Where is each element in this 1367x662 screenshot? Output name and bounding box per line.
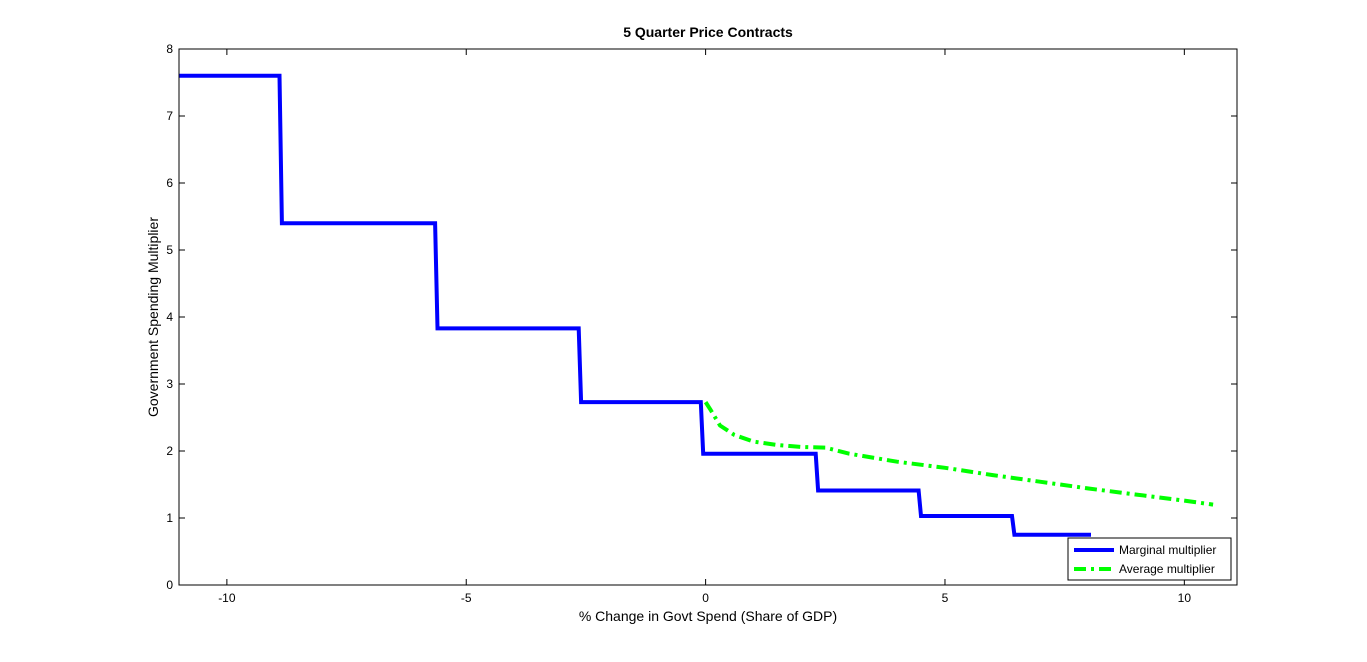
x-tick-label: 10 bbox=[1178, 591, 1192, 605]
chart-title: 5 Quarter Price Contracts bbox=[623, 24, 793, 40]
y-axis-label: Government Spending Multiplier bbox=[145, 217, 161, 417]
x-tick-label: 5 bbox=[942, 591, 949, 605]
y-tick-label: 2 bbox=[166, 444, 173, 458]
y-tick-label: 1 bbox=[166, 511, 173, 525]
y-tick-label: 4 bbox=[166, 310, 173, 324]
series-line-marginal bbox=[179, 73, 1091, 537]
plot-area bbox=[179, 49, 1237, 585]
x-axis-label: % Change in Govt Spend (Share of GDP) bbox=[579, 608, 837, 624]
x-tick-label: 0 bbox=[702, 591, 709, 605]
y-tick-label: 5 bbox=[166, 243, 173, 257]
y-tick-label: 0 bbox=[166, 578, 173, 592]
y-tick-label: 6 bbox=[166, 176, 173, 190]
y-tick-label: 7 bbox=[166, 109, 173, 123]
y-tick-label: 8 bbox=[166, 42, 173, 56]
series-layer bbox=[179, 73, 1214, 537]
y-tick-label: 3 bbox=[166, 377, 173, 391]
legend-label-marginal: Marginal multiplier bbox=[1119, 543, 1216, 557]
series-line-average bbox=[703, 401, 1214, 507]
legend: Marginal multiplier Average multiplier bbox=[1067, 537, 1232, 581]
legend-label-average: Average multiplier bbox=[1119, 562, 1215, 576]
legend-box bbox=[1067, 537, 1232, 581]
ticks-layer: -10 -5 0 5 10 0 1 2 3 4 5 6 7 8 bbox=[166, 42, 1237, 605]
x-tick-label: -10 bbox=[218, 591, 236, 605]
x-tick-label: -5 bbox=[461, 591, 472, 605]
